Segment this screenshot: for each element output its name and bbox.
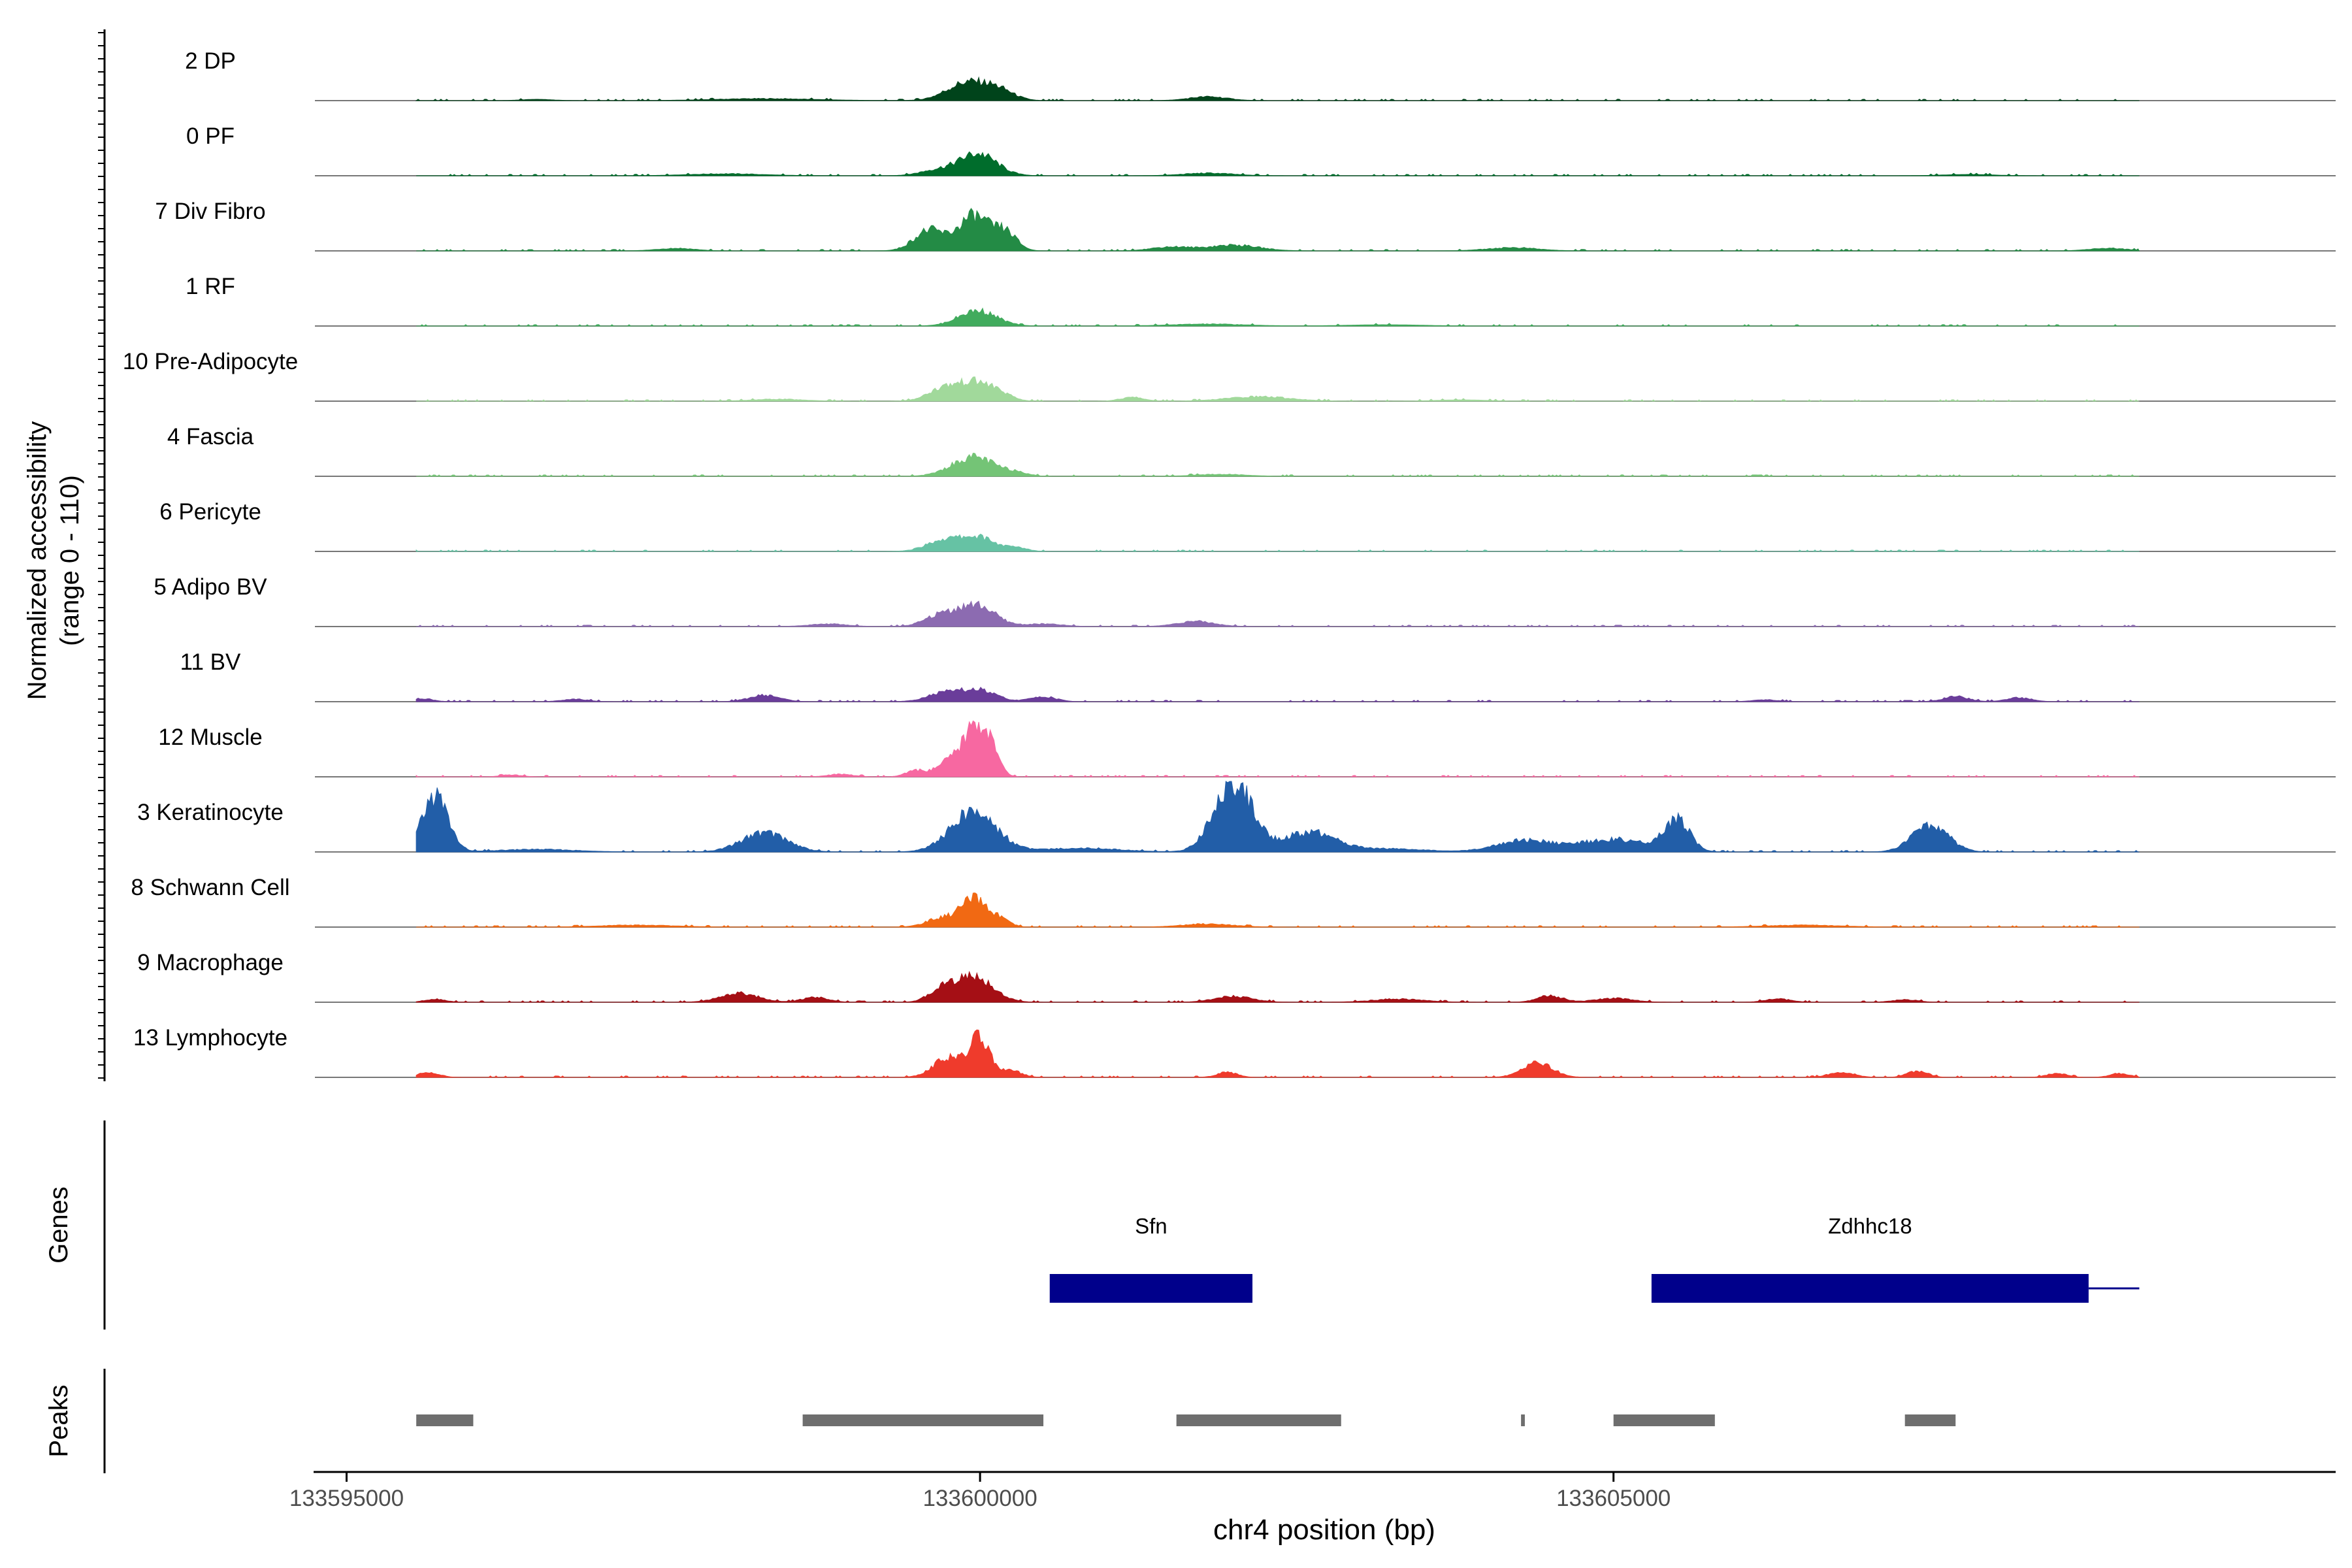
y-axis-label-line2: (range 0 - 110) — [56, 475, 84, 646]
accessibility-axis-ticks — [98, 32, 105, 1079]
track-area — [416, 533, 2140, 552]
track-area — [416, 376, 2140, 402]
genes-panel-label: Genes — [44, 1186, 73, 1264]
y-axis-label: Normalized accessibility (range 0 - 110) — [23, 421, 84, 700]
genes-track: Sfn Zdhhc18 — [1049, 1214, 2140, 1303]
x-tick-label: 133600000 — [923, 1486, 1037, 1511]
track-area — [416, 307, 2140, 327]
gene-label: Sfn — [1135, 1214, 1168, 1238]
track-8-schwann-cell: 8 Schwann Cell — [131, 875, 2336, 928]
y-axis-label-line1: Normalized accessibility — [23, 421, 52, 700]
track-area — [416, 600, 2140, 627]
track-11-bv: 11 BV — [180, 649, 2336, 702]
gene-body — [1651, 1274, 2089, 1303]
track-area — [416, 208, 2140, 252]
gene-label: Zdhhc18 — [1828, 1214, 1912, 1238]
track-area — [416, 452, 2140, 477]
track-area — [416, 781, 2140, 853]
peak-region — [1521, 1414, 1525, 1426]
track-12-muscle: 12 Muscle — [158, 720, 2336, 777]
track-label: 6 Pericyte — [159, 499, 261, 525]
track-label: 0 PF — [186, 123, 235, 149]
track-area — [416, 720, 2140, 777]
x-tick-label: 133595000 — [289, 1486, 404, 1511]
track-7-div-fibro: 7 Div Fibro — [155, 199, 2336, 252]
track-label: 5 Adipo BV — [154, 574, 267, 600]
track-label: 4 Fascia — [167, 424, 254, 449]
track-label: 7 Div Fibro — [155, 199, 265, 224]
accessibility-tracks: 2 DP 0 PF 7 Div Fibro 1 RF 10 Pre-Adipocyte 4… — [123, 48, 2336, 1078]
track-label: 1 RF — [186, 274, 235, 299]
peak-region — [416, 1414, 474, 1426]
gene-body — [1049, 1274, 1252, 1303]
track-4-fascia: 4 Fascia — [167, 424, 2336, 477]
track-area — [416, 687, 2140, 702]
track-label: 3 Keratinocyte — [137, 800, 284, 825]
track-1-rf: 1 RF — [186, 274, 2336, 327]
track-13-lymphocyte: 13 Lymphocyte — [133, 1025, 2336, 1078]
track-label: 8 Schwann Cell — [131, 875, 289, 900]
gene-sfn: Sfn — [1049, 1214, 1252, 1303]
track-area — [416, 1029, 2141, 1078]
track-3-keratinocyte: 3 Keratinocyte — [137, 781, 2336, 853]
track-area — [416, 892, 2140, 928]
x-axis-ticks: 133595000 133600000 133605000 — [289, 1472, 1671, 1511]
peaks-track — [416, 1414, 1956, 1426]
track-area — [415, 76, 2140, 101]
track-label: 9 Macrophage — [137, 950, 284, 975]
track-area — [416, 151, 2140, 176]
track-2-dp: 2 DP — [185, 48, 2336, 101]
track-9-macrophage: 9 Macrophage — [137, 950, 2336, 1003]
track-5-adipo-bv: 5 Adipo BV — [154, 574, 2336, 627]
track-label: 10 Pre-Adipocyte — [123, 349, 298, 374]
peak-region — [1904, 1414, 1956, 1426]
track-label: 11 BV — [180, 649, 241, 675]
track-area — [416, 970, 2140, 1003]
track-label: 12 Muscle — [158, 725, 263, 750]
peaks-panel-label: Peaks — [44, 1384, 73, 1457]
track-0-pf: 0 PF — [186, 123, 2336, 176]
peak-region — [1613, 1414, 1715, 1426]
track-label: 2 DP — [185, 48, 236, 74]
x-tick-label: 133605000 — [1556, 1486, 1671, 1511]
x-axis-label: chr4 position (bp) — [1213, 1514, 1435, 1546]
peak-region — [1176, 1414, 1341, 1426]
track-10-pre-adipocyte: 10 Pre-Adipocyte — [123, 349, 2336, 402]
track-label: 13 Lymphocyte — [133, 1025, 287, 1051]
gene-zdhhc18: Zdhhc18 — [1651, 1214, 2140, 1303]
track-6-pericyte: 6 Pericyte — [159, 499, 2336, 552]
peak-region — [802, 1414, 1044, 1426]
